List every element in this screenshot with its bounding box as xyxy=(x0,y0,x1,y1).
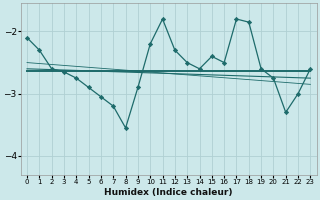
X-axis label: Humidex (Indice chaleur): Humidex (Indice chaleur) xyxy=(104,188,233,197)
